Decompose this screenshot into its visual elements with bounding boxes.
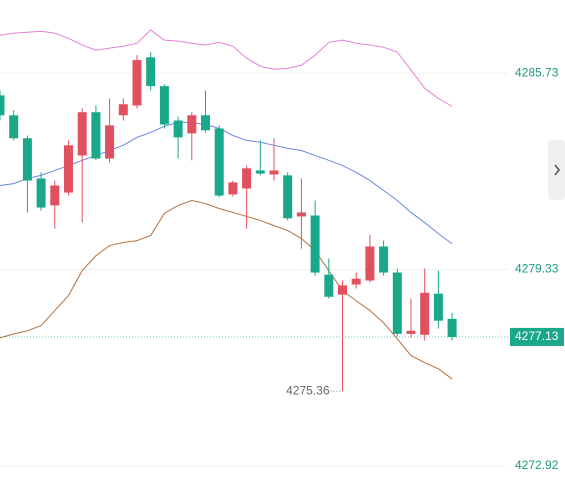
candle-body <box>296 212 306 217</box>
band-line <box>0 121 453 245</box>
candle-body <box>283 175 293 219</box>
candle-body <box>351 278 361 285</box>
candle-body <box>173 120 183 138</box>
candle-body <box>338 285 347 295</box>
y-tick-label: 4279.33 <box>515 262 559 276</box>
last-price-box <box>510 327 564 346</box>
y-tick-label: 4272.92 <box>515 458 559 472</box>
candle-body <box>365 246 375 281</box>
candle-body <box>91 112 101 159</box>
candle-body <box>379 246 389 273</box>
candle-body <box>105 125 115 159</box>
candle-body <box>64 145 73 193</box>
candle-body <box>0 95 5 116</box>
candle-body <box>420 292 430 335</box>
candle-body <box>324 274 334 297</box>
candle-body <box>447 318 457 337</box>
candle-body <box>228 182 238 195</box>
plot: 4272.92 4279.33 4285.73 4275.36 4277.13 <box>0 29 564 472</box>
candle-body <box>36 178 46 208</box>
chevron-icon <box>554 164 561 176</box>
band-line <box>0 199 453 380</box>
candle-body <box>433 293 443 321</box>
candle-body <box>22 138 32 181</box>
band-line <box>0 29 453 107</box>
last-price-label: 4277.13 <box>515 329 559 343</box>
candle-body <box>50 185 60 206</box>
candle-body <box>214 128 224 196</box>
candle-body <box>187 115 197 134</box>
candle-body <box>310 215 320 273</box>
candle-body <box>9 115 19 139</box>
candle-body <box>392 272 402 334</box>
candle-body <box>77 112 87 156</box>
y-tick-label: 4285.73 <box>515 65 559 79</box>
candle-body <box>269 170 279 175</box>
candle-body <box>201 115 210 131</box>
candle-body <box>159 86 169 125</box>
candle-body <box>132 60 142 106</box>
candle-body <box>146 57 156 87</box>
candle-body <box>118 104 128 116</box>
candle-body <box>242 168 252 189</box>
side-panel-toggle[interactable] <box>548 140 565 200</box>
candle-body <box>406 330 416 334</box>
candle-body <box>255 170 265 174</box>
low-annotation: 4275.36 <box>286 383 330 397</box>
